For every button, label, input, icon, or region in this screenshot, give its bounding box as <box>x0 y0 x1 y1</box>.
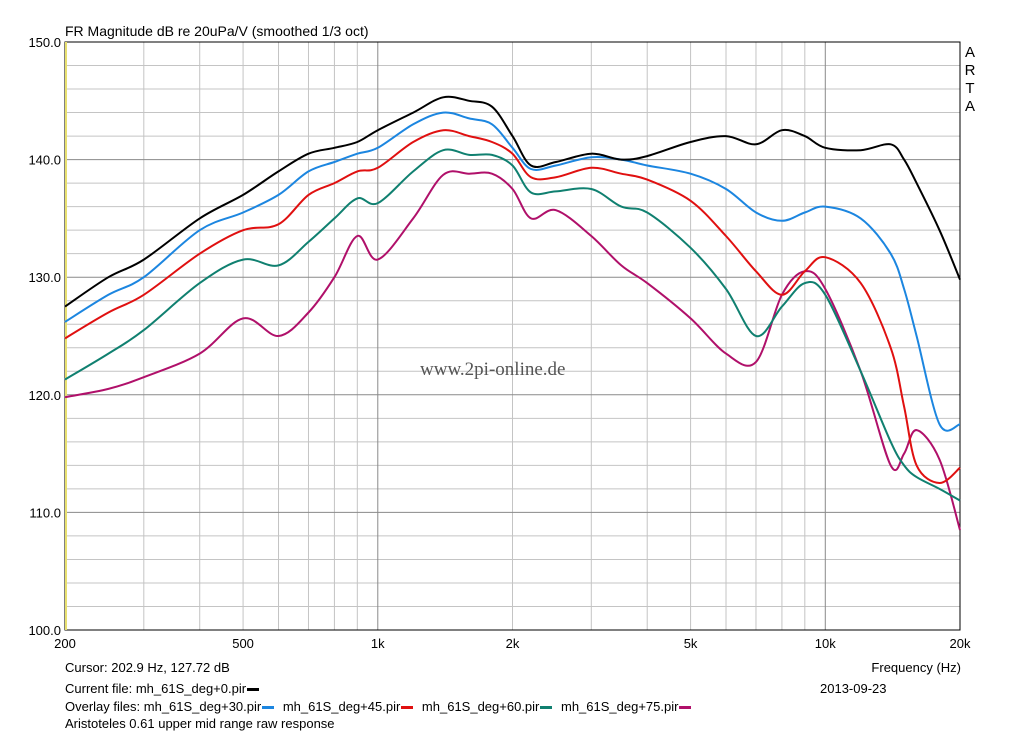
overlay-files-label: Overlay files: <box>65 699 141 714</box>
y-tick-label: 100.0 <box>28 623 61 638</box>
cursor-readout: Cursor: 202.9 Hz, 127.72 dB <box>65 660 230 675</box>
x-tick-label: 500 <box>232 636 254 651</box>
current-file-line: Current file: mh_61S_deg+0.pir <box>65 681 264 697</box>
y-tick-label: 150.0 <box>28 35 61 50</box>
x-tick-label: 10k <box>815 636 836 651</box>
brand-letter: A <box>965 44 975 61</box>
x-tick-label: 2k <box>506 636 520 651</box>
legend-swatch-deg0 <box>247 688 260 692</box>
overlay-file-deg60: mh_61S_deg+60.pir <box>421 699 540 714</box>
brand-letter: A <box>965 98 975 115</box>
brand-letter: T <box>965 80 974 97</box>
current-file-label: Current file: <box>65 681 133 696</box>
series-line-mh-61s-deg-60-pir <box>64 148 961 502</box>
y-tick-label: 120.0 <box>28 388 61 403</box>
series-layer <box>64 95 961 531</box>
legend-swatch-deg75 <box>679 706 692 710</box>
overlay-file-deg75: mh_61S_deg+75.pir <box>561 699 679 714</box>
measurement-date: 2013-09-23 <box>820 681 887 696</box>
overlay-file-deg45: mh_61S_deg+45.pir <box>282 699 401 714</box>
series-line-mh-61s-deg-30-pir <box>64 111 961 432</box>
x-tick-labels: 200 500 1k 2k 5k 10k 20k <box>54 636 971 651</box>
series-line-mh-61s-deg-45-pir <box>64 129 961 484</box>
legend-swatch-deg45 <box>401 706 414 710</box>
x-tick-label: 5k <box>684 636 698 651</box>
overlay-files-line: Overlay files: mh_61S_deg+30.pir mh_61S_… <box>65 699 696 715</box>
y-tick-labels: 100.0 110.0 120.0 130.0 140.0 150.0 <box>28 35 61 638</box>
overlay-file-deg30: mh_61S_deg+30.pir <box>143 699 262 714</box>
chart-title: FR Magnitude dB re 20uPa/V (smoothed 1/3… <box>65 23 369 39</box>
x-tick-label: 1k <box>371 636 385 651</box>
y-tick-label: 110.0 <box>29 505 61 520</box>
x-tick-label: 200 <box>54 636 76 651</box>
grid-minor <box>64 42 961 630</box>
current-file-name: mh_61S_deg+0.pir <box>135 681 247 696</box>
description-line: Aristoteles 0.61 upper mid range raw res… <box>65 716 335 731</box>
legend-swatch-deg30 <box>262 706 275 710</box>
series-line-mh-61s-deg-0-pir <box>64 95 961 308</box>
y-tick-label: 140.0 <box>28 153 61 168</box>
brand-letter: R <box>965 62 976 79</box>
x-tick-label: 20k <box>950 636 971 651</box>
x-axis-label: Frequency (Hz) <box>871 660 961 675</box>
legend-swatch-deg60 <box>540 706 553 710</box>
watermark: www.2pi-online.de <box>420 359 565 380</box>
y-tick-label: 130.0 <box>28 270 61 285</box>
